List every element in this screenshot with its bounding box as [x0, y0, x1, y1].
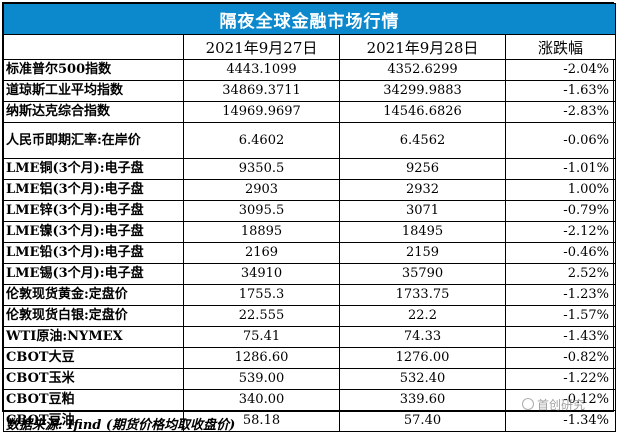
table-row: LME铝(3个月):电子盘 2903 2932 1.00% — [3, 179, 616, 201]
cell-name: CBOT豆粕 — [3, 389, 184, 411]
cell-name: LME铝(3个月):电子盘 — [3, 179, 184, 201]
cell-chg: 1.00% — [505, 179, 616, 201]
cell-v2: 34299.9883 — [339, 80, 506, 102]
cell-v1: 6.4602 — [183, 122, 340, 159]
cell-name: 伦敦现货白银:定盘价 — [3, 305, 184, 327]
cell-chg: -1.57% — [505, 305, 616, 327]
table-row: 道琼斯工业平均指数 34869.3711 34299.9883 -1.63% — [3, 80, 616, 102]
cell-v2: 339.60 — [339, 389, 506, 411]
cell-chg: -1.22% — [505, 368, 616, 390]
cell-v2: 532.40 — [339, 368, 506, 390]
cell-v2: 1733.75 — [339, 284, 506, 306]
table-body: 标准普尔500指数 4443.1099 4352.6299 -2.04% 道琼斯工业平均… — [3, 59, 616, 432]
cell-name: LME镍(3个月):电子盘 — [3, 221, 184, 243]
cell-v2: 14546.6826 — [339, 101, 506, 123]
cell-v2: 1276.00 — [339, 347, 506, 369]
table-row: LME铜(3个月):电子盘 9350.5 9256 -1.01% — [3, 158, 616, 180]
cell-v2: 3071 — [339, 200, 506, 222]
cell-name: WTI原油:NYMEX — [3, 326, 184, 348]
table-row: LME锌(3个月):电子盘 3095.5 3071 -0.79% — [3, 200, 616, 222]
table-row: 纳斯达克综合指数 14969.9697 14546.6826 -2.83% — [3, 101, 616, 123]
table-row: WTI原油:NYMEX 75.41 74.33 -1.43% — [3, 326, 616, 348]
cell-name: CBOT大豆 — [3, 347, 184, 369]
table-title: 隔夜全球金融市场行情 — [3, 3, 616, 35]
cell-v1: 34869.3711 — [183, 80, 340, 102]
cell-name: LME锌(3个月):电子盘 — [3, 200, 184, 222]
cell-chg: -0.06% — [505, 122, 616, 159]
cell-v1: 3095.5 — [183, 200, 340, 222]
title-row: 隔夜全球金融市场行情 — [3, 3, 616, 35]
cell-v1: 2169 — [183, 242, 340, 264]
table-row: LME铅(3个月):电子盘 2169 2159 -0.46% — [3, 242, 616, 264]
cell-name: LME锡(3个月):电子盘 — [3, 263, 184, 285]
cell-chg: -0.46% — [505, 242, 616, 264]
table-row: 伦敦现货白银:定盘价 22.555 22.2 -1.57% — [3, 305, 616, 327]
table-row: 伦敦现货黄金:定盘价 1755.3 1733.75 -1.23% — [3, 284, 616, 306]
cell-name: 人民币即期汇率:在岸价 — [3, 122, 184, 159]
cell-v1: 22.555 — [183, 305, 340, 327]
cell-v2: 4352.6299 — [339, 59, 506, 81]
table-row: LME锡(3个月):电子盘 34910 35790 2.52% — [3, 263, 616, 285]
header-name — [3, 34, 184, 60]
wechat-icon — [522, 398, 534, 410]
cell-v2: 9256 — [339, 158, 506, 180]
header-change: 涨跌幅 — [505, 34, 616, 60]
cell-chg: -2.12% — [505, 221, 616, 243]
cell-v1: 1755.3 — [183, 284, 340, 306]
cell-v2: 35790 — [339, 263, 506, 285]
cell-v1: 1286.60 — [183, 347, 340, 369]
cell-v2: 18495 — [339, 221, 506, 243]
cell-name: LME铜(3个月):电子盘 — [3, 158, 184, 180]
cell-v1: 2903 — [183, 179, 340, 201]
cell-v1: 539.00 — [183, 368, 340, 390]
table-row: 人民币即期汇率:在岸价 6.4602 6.4562 -0.06% — [3, 122, 616, 159]
cell-v1: 9350.5 — [183, 158, 340, 180]
cell-v1: 14969.9697 — [183, 101, 340, 123]
header-date-2: 2021年9月28日 — [339, 34, 506, 60]
cell-chg: -1.43% — [505, 326, 616, 348]
header-row: 2021年9月27日 2021年9月28日 涨跌幅 — [3, 34, 616, 60]
cell-name: 伦敦现货黄金:定盘价 — [3, 284, 184, 306]
header-date-1: 2021年9月27日 — [183, 34, 340, 60]
cell-v1: 18895 — [183, 221, 340, 243]
market-table-frame: 隔夜全球金融市场行情 2021年9月27日 2021年9月28日 涨跌幅 标准普… — [2, 2, 616, 432]
cell-v1: 75.41 — [183, 326, 340, 348]
cell-name: 纳斯达克综合指数 — [3, 101, 184, 123]
cell-v1: 58.18 — [183, 410, 340, 432]
cell-chg: -1.01% — [505, 158, 616, 180]
cell-v2: 74.33 — [339, 326, 506, 348]
watermark-label: 首创研究 — [537, 398, 586, 412]
cell-chg: -1.34% — [505, 410, 616, 432]
cell-v2: 22.2 — [339, 305, 506, 327]
cell-v2: 2932 — [339, 179, 506, 201]
cell-v1: 340.00 — [183, 389, 340, 411]
cell-name: CBOT玉米 — [3, 368, 184, 390]
cell-name: CBOT豆油 — [3, 410, 184, 432]
watermark: 首创研究 — [522, 396, 585, 413]
cell-chg: -2.83% — [505, 101, 616, 123]
table-row: 标准普尔500指数 4443.1099 4352.6299 -2.04% — [3, 59, 616, 81]
cell-v1: 4443.1099 — [183, 59, 340, 81]
cell-chg: -0.79% — [505, 200, 616, 222]
cell-chg: -2.04% — [505, 59, 616, 81]
table-row: CBOT豆油 58.18 57.40 -1.34% — [3, 410, 616, 432]
table-row: CBOT玉米 539.00 532.40 -1.22% — [3, 368, 616, 390]
cell-v2: 57.40 — [339, 410, 506, 432]
cell-name: 标准普尔500指数 — [3, 59, 184, 81]
cell-chg: -1.23% — [505, 284, 616, 306]
cell-v2: 2159 — [339, 242, 506, 264]
table-row: CBOT大豆 1286.60 1276.00 -0.82% — [3, 347, 616, 369]
market-table: 隔夜全球金融市场行情 2021年9月27日 2021年9月28日 涨跌幅 标准普… — [3, 3, 616, 432]
source-note: 数据来源: Ifind (期货价格均取收盘价) — [6, 418, 236, 433]
cell-v2: 6.4562 — [339, 122, 506, 159]
cell-chg: -0.82% — [505, 347, 616, 369]
table-row: LME镍(3个月):电子盘 18895 18495 -2.12% — [3, 221, 616, 243]
cell-chg: -1.63% — [505, 80, 616, 102]
cell-name: 道琼斯工业平均指数 — [3, 80, 184, 102]
cell-v1: 34910 — [183, 263, 340, 285]
cell-name: LME铅(3个月):电子盘 — [3, 242, 184, 264]
cell-chg: 2.52% — [505, 263, 616, 285]
